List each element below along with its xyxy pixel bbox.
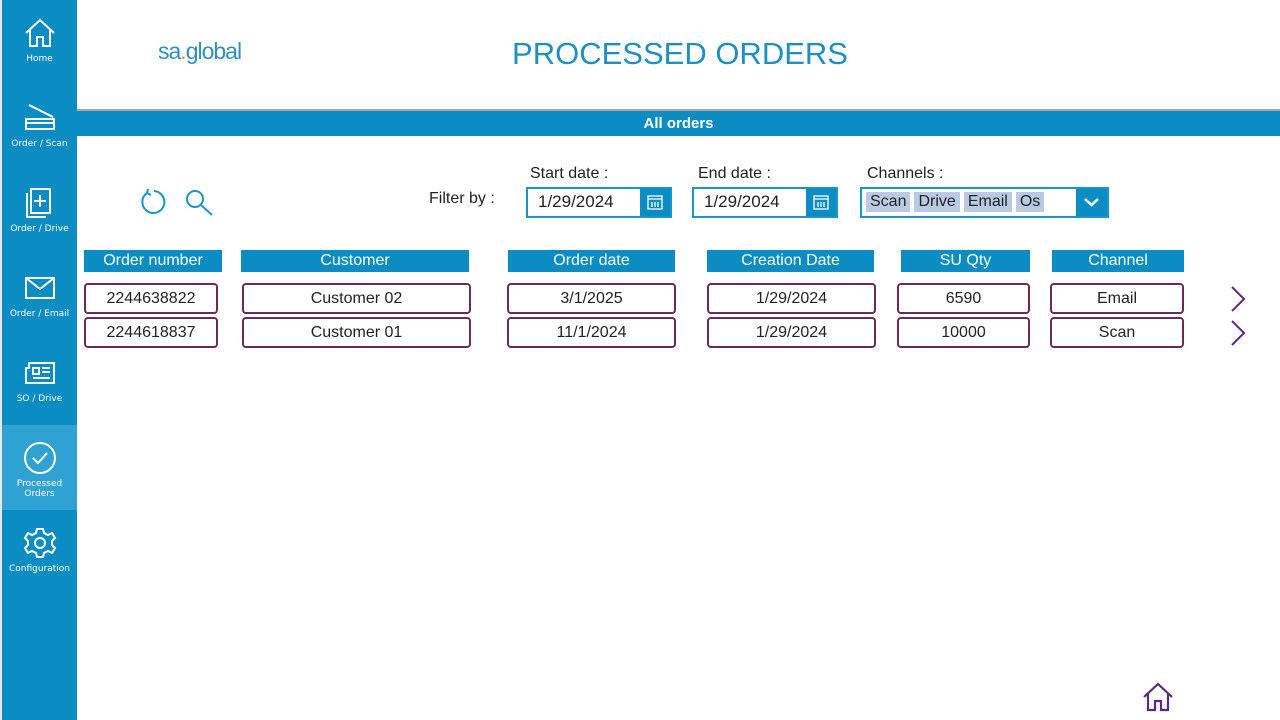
channel-tag[interactable]: Email	[963, 192, 1012, 212]
sidebar-item-label: Configuration	[8, 564, 71, 574]
column-header-customer: Customer	[241, 250, 469, 272]
creation-date-cell: 1/29/2024	[707, 283, 876, 314]
column-header-channel: Channel	[1052, 250, 1184, 272]
creation-date-cell: 1/29/2024	[707, 317, 876, 348]
search-icon	[186, 190, 213, 216]
order-date-cell: 3/1/2025	[507, 283, 676, 314]
add-document-icon	[25, 188, 51, 218]
order-number-cell: 2244638822	[84, 283, 218, 314]
start-date-picker[interactable]: 1/29/2024	[526, 187, 672, 218]
end-date-picker[interactable]: 1/29/2024	[692, 187, 838, 218]
start-date-label: Start date :	[530, 165, 609, 182]
sidebar-item-home[interactable]: Home	[2, 0, 77, 85]
order-date-cell: 11/1/2024	[507, 317, 676, 348]
channels-label: Channels :	[867, 165, 944, 182]
sidebar-item-order-scan[interactable]: Order / Scan	[2, 85, 77, 170]
column-header-order-number: Order number	[84, 250, 222, 272]
channel-tag[interactable]: Drive	[914, 192, 960, 212]
start-date-value: 1/29/2024	[538, 192, 614, 211]
sidebar-item-configuration[interactable]: Configuration	[2, 510, 77, 595]
newspaper-icon	[24, 362, 55, 384]
sidebar-item-so-drive[interactable]: SO / Drive	[2, 340, 77, 425]
sidebar-item-processed-orders[interactable]: Processed Orders	[2, 425, 77, 510]
search-button[interactable]	[184, 188, 214, 222]
sidebar-item-label: SO / Drive	[16, 394, 63, 404]
sidebar-item-order-email[interactable]: Order / Email	[2, 255, 77, 340]
mail-icon	[24, 277, 55, 299]
column-header-creation-date: Creation Date	[707, 250, 874, 272]
channel-tag[interactable]: Os	[1015, 192, 1045, 212]
channel-cell: Scan	[1050, 317, 1184, 348]
channel-cell: Email	[1050, 283, 1184, 314]
check-circle-icon	[23, 442, 56, 474]
sidebar-item-label: Processed Orders	[16, 479, 63, 499]
sidebar-item-label: Order / Scan	[11, 139, 68, 149]
chevron-right-icon[interactable]	[1228, 285, 1248, 313]
su-qty-cell: 10000	[897, 317, 1030, 348]
home-icon	[24, 18, 55, 47]
scanner-icon	[24, 104, 55, 130]
customer-cell: Customer 01	[242, 317, 471, 348]
order-number-cell: 2244618837	[84, 317, 218, 348]
sidebar: Home Order / Scan Order / Drive Order / …	[0, 0, 77, 720]
end-date-value: 1/29/2024	[704, 192, 780, 211]
sidebar-item-order-drive[interactable]: Order / Drive	[2, 170, 77, 255]
refresh-icon	[141, 188, 166, 214]
end-date-label: End date :	[698, 165, 771, 182]
section-header: All orders	[77, 111, 1280, 136]
channel-tag[interactable]: Scan	[866, 192, 911, 212]
refresh-button[interactable]	[138, 188, 166, 220]
channels-combobox[interactable]: Scan Drive Email Os	[860, 187, 1109, 218]
customer-cell: Customer 02	[242, 283, 471, 314]
su-qty-cell: 6590	[897, 283, 1030, 314]
chevron-down-icon[interactable]	[1076, 189, 1107, 216]
calendar-icon[interactable]	[806, 189, 836, 216]
page-title: PROCESSED ORDERS	[512, 36, 848, 71]
sa-global-logo: sa.global	[158, 38, 242, 64]
gear-icon	[23, 528, 56, 558]
chevron-right-icon[interactable]	[1228, 319, 1248, 347]
filter-label: Filter by :	[429, 190, 495, 207]
divider	[77, 109, 1280, 111]
column-header-order-date: Order date	[508, 250, 675, 272]
home-icon[interactable]	[1141, 680, 1175, 714]
column-header-su-qty: SU Qty	[901, 250, 1030, 272]
calendar-icon[interactable]	[640, 189, 670, 216]
sidebar-item-label: Order / Drive	[10, 224, 69, 234]
sidebar-item-label: Order / Email	[9, 309, 70, 319]
sidebar-item-label: Home	[26, 54, 53, 64]
